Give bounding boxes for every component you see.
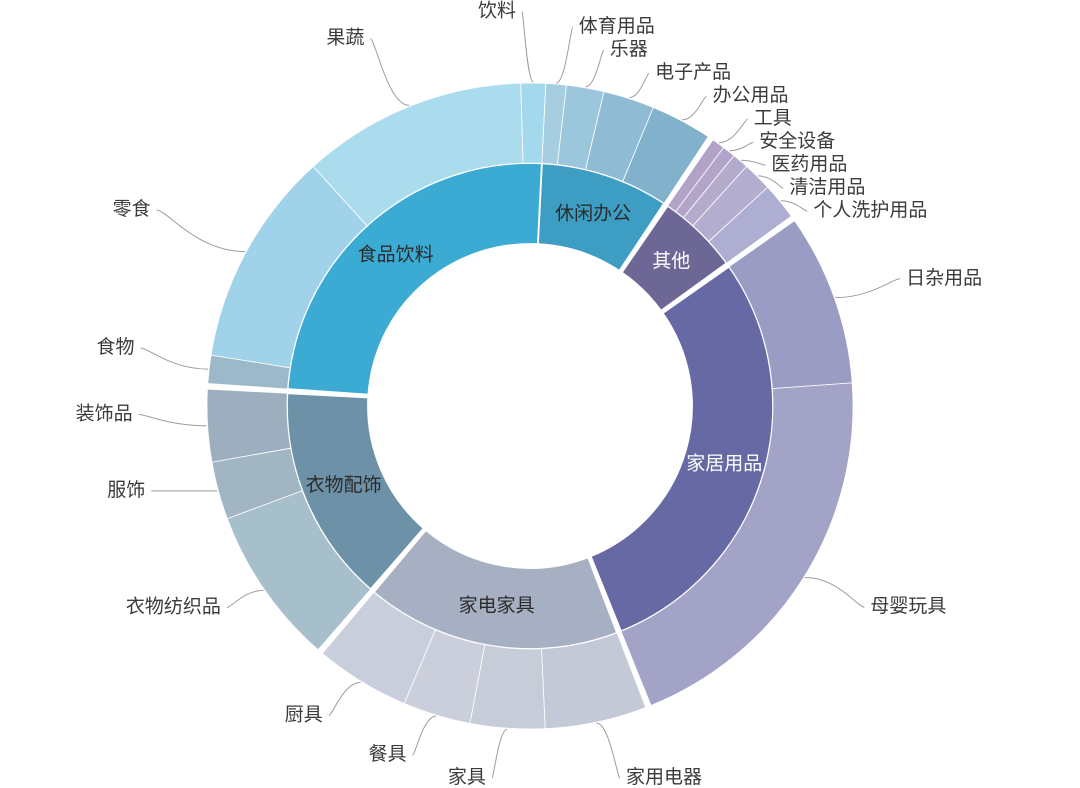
svg-text:安全设备: 安全设备 <box>759 130 835 152</box>
svg-text:家电家具: 家电家具 <box>459 595 535 617</box>
svg-text:办公用品: 办公用品 <box>713 84 789 106</box>
svg-text:体育用品: 体育用品 <box>579 15 655 37</box>
svg-text:个人洗护用品: 个人洗护用品 <box>813 199 927 221</box>
svg-text:厨具: 厨具 <box>285 704 323 725</box>
svg-text:装饰品: 装饰品 <box>76 403 133 425</box>
svg-text:工具: 工具 <box>754 108 792 129</box>
svg-text:母婴玩具: 母婴玩具 <box>870 595 946 617</box>
svg-text:其他: 其他 <box>652 250 690 272</box>
svg-text:电子产品: 电子产品 <box>655 61 731 83</box>
svg-text:清洁用品: 清洁用品 <box>789 176 865 198</box>
svg-text:衣物纺织品: 衣物纺织品 <box>126 596 221 618</box>
svg-text:饮料: 饮料 <box>478 0 516 21</box>
svg-text:衣物配饰: 衣物配饰 <box>306 474 382 496</box>
svg-text:休闲办公: 休闲办公 <box>555 203 631 225</box>
svg-text:家具: 家具 <box>448 766 486 788</box>
svg-text:家用电器: 家用电器 <box>626 766 702 788</box>
svg-text:果蔬: 果蔬 <box>326 27 364 49</box>
svg-text:服饰: 服饰 <box>107 479 145 501</box>
svg-text:零食: 零食 <box>113 198 151 220</box>
svg-text:日杂用品: 日杂用品 <box>906 267 982 289</box>
svg-text:医药用品: 医药用品 <box>771 153 847 175</box>
svg-text:家居用品: 家居用品 <box>686 453 762 475</box>
svg-text:餐具: 餐具 <box>368 743 406 765</box>
svg-text:乐器: 乐器 <box>610 38 648 60</box>
svg-text:食物: 食物 <box>96 336 134 358</box>
svg-text:食品饮料: 食品饮料 <box>358 244 434 266</box>
